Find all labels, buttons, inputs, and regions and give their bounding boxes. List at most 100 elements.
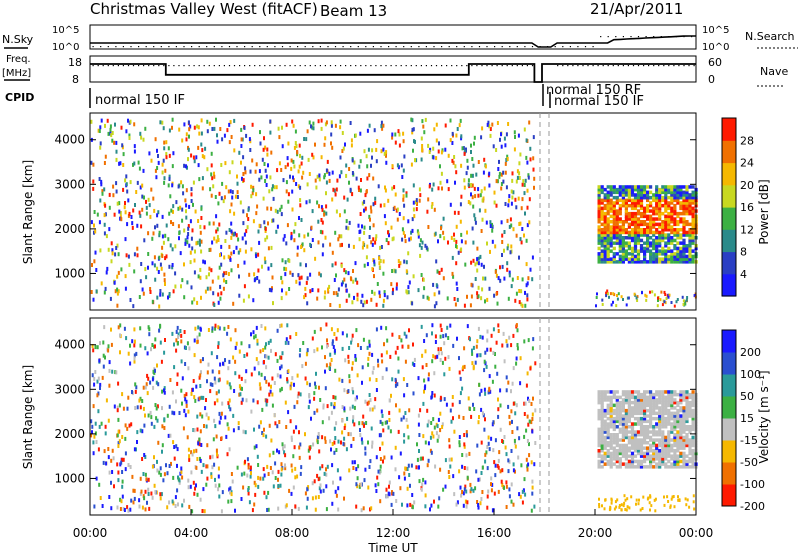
- data-cell: [436, 354, 439, 359]
- data-cell: [685, 195, 689, 200]
- data-cell: [643, 400, 647, 405]
- data-cell: [375, 455, 378, 460]
- data-cell: [621, 433, 625, 437]
- nave-point: [370, 65, 372, 67]
- data-cell: [685, 435, 689, 440]
- data-cell: [630, 425, 635, 429]
- data-cell: [418, 449, 420, 453]
- data-cell: [434, 231, 437, 236]
- data-cell: [425, 363, 428, 367]
- data-cell: [504, 161, 507, 166]
- data-cell: [673, 217, 677, 221]
- data-cell: [691, 233, 695, 237]
- data-cell: [438, 290, 441, 295]
- data-cell: [639, 246, 644, 251]
- data-cell: [649, 435, 653, 440]
- data-cell: [171, 265, 174, 270]
- data-cell: [115, 149, 118, 154]
- data-cell: [173, 445, 176, 449]
- data-cell: [340, 234, 343, 239]
- data-cell: [503, 248, 505, 253]
- data-cell: [360, 178, 362, 182]
- data-cell: [266, 152, 269, 157]
- data-cell: [270, 150, 273, 155]
- data-cell: [462, 503, 465, 508]
- data-cell: [161, 292, 164, 297]
- data-cell: [532, 396, 534, 401]
- data-cell: [331, 339, 334, 344]
- data-cell: [600, 254, 604, 259]
- data-cell: [266, 206, 269, 211]
- data-cell: [510, 284, 513, 289]
- data-cell: [408, 280, 411, 285]
- data-cell: [597, 260, 601, 264]
- data-cell: [97, 128, 100, 133]
- data-cell: [521, 182, 524, 187]
- data-cell: [682, 454, 686, 458]
- data-cell: [461, 464, 464, 469]
- data-cell: [341, 131, 344, 135]
- data-cell: [633, 206, 638, 211]
- data-cell: [676, 195, 680, 200]
- data-cell: [178, 478, 181, 483]
- data-cell: [381, 126, 384, 131]
- data-cell: [615, 233, 619, 237]
- data-cell: [646, 228, 650, 232]
- data-cell: [341, 378, 344, 383]
- data-cell: [94, 421, 97, 426]
- data-cell: [90, 433, 93, 438]
- data-cell: [600, 209, 604, 213]
- data-cell: [391, 186, 394, 191]
- data-cell: [217, 238, 220, 242]
- data-cell: [508, 270, 511, 275]
- nsearch-point: [645, 36, 647, 38]
- data-cell: [679, 406, 683, 410]
- data-cell: [636, 257, 641, 261]
- nsky-tick-top: 10^5: [52, 25, 79, 36]
- data-cell: [682, 198, 686, 203]
- data-cell: [220, 509, 223, 514]
- data-cell: [331, 263, 334, 268]
- data-cell: [660, 290, 663, 294]
- data-cell: [682, 459, 686, 464]
- data-cell: [682, 238, 686, 243]
- data-cell: [468, 451, 471, 456]
- data-cell: [603, 260, 607, 264]
- data-cell: [652, 209, 656, 213]
- data-cell: [481, 335, 484, 340]
- data-cell: [390, 282, 393, 287]
- nsearch-point: [425, 46, 427, 48]
- data-cell: [376, 282, 379, 286]
- nsearch-point: [281, 46, 284, 48]
- data-cell: [104, 286, 107, 291]
- data-cell: [643, 435, 647, 440]
- data-cell: [463, 185, 466, 190]
- data-cell: [159, 120, 162, 125]
- data-cell: [306, 182, 309, 187]
- data-cell: [612, 395, 616, 400]
- colorbar-tick-label: 12: [740, 223, 754, 236]
- data-cell: [472, 240, 475, 245]
- data-cell: [169, 378, 172, 382]
- data-cell: [646, 414, 650, 418]
- data-cell: [435, 156, 438, 161]
- data-cell: [217, 378, 220, 383]
- data-cell: [308, 446, 311, 451]
- data-cell: [361, 440, 364, 445]
- data-cell: [639, 185, 644, 189]
- data-cell: [139, 185, 142, 190]
- data-cell: [655, 236, 659, 240]
- data-cell: [362, 303, 365, 308]
- data-cell: [181, 503, 184, 508]
- data-cell: [679, 433, 683, 437]
- data-cell: [352, 466, 355, 470]
- data-cell: [150, 491, 153, 496]
- data-cell: [139, 213, 142, 218]
- data-cell: [612, 254, 616, 259]
- data-cell: [667, 246, 671, 251]
- data-cell: [343, 388, 346, 393]
- data-cell: [636, 249, 641, 253]
- data-cell: [600, 198, 604, 203]
- data-cell: [404, 234, 406, 239]
- data-cell: [676, 449, 680, 453]
